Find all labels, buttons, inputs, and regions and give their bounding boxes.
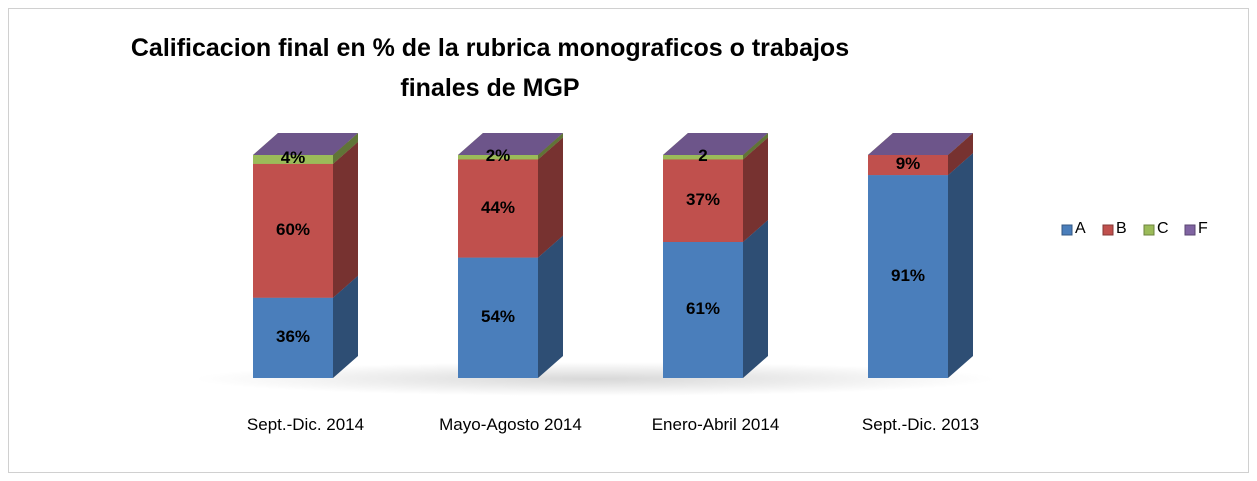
legend-swatch bbox=[1061, 224, 1073, 236]
bar-side bbox=[538, 235, 563, 378]
legend-swatch bbox=[1102, 224, 1114, 236]
bar bbox=[868, 155, 948, 176]
bar bbox=[253, 163, 333, 298]
bar-side bbox=[743, 133, 768, 160]
bar bbox=[663, 159, 743, 242]
legend-label: C bbox=[1157, 220, 1169, 237]
x-tick-label: Mayo-Agosto 2014 bbox=[439, 415, 582, 434]
data-label: 91% bbox=[890, 265, 926, 285]
legend-label: F bbox=[1198, 220, 1208, 237]
data-label: 9% bbox=[895, 154, 921, 174]
bar-side bbox=[333, 275, 358, 378]
bar-top bbox=[868, 133, 973, 155]
bar-side bbox=[743, 137, 768, 242]
bar-side bbox=[538, 137, 563, 258]
bar-side bbox=[743, 219, 768, 378]
legend-label: B bbox=[1116, 220, 1127, 237]
legend-swatch bbox=[1143, 224, 1155, 236]
bar bbox=[458, 257, 538, 378]
data-label: 61% bbox=[685, 298, 721, 318]
data-label: 2 bbox=[698, 146, 708, 166]
data-label: 2% bbox=[485, 146, 511, 166]
data-label: 4% bbox=[280, 148, 306, 168]
bar-side bbox=[333, 141, 358, 298]
bar-top bbox=[458, 133, 563, 155]
bar bbox=[663, 155, 743, 160]
bar bbox=[458, 159, 538, 258]
data-label: 44% bbox=[480, 197, 516, 217]
bar bbox=[663, 241, 743, 378]
bar-top bbox=[663, 133, 768, 155]
data-label: 60% bbox=[275, 219, 311, 239]
data-label: 54% bbox=[480, 306, 516, 326]
bar bbox=[868, 175, 948, 378]
data-label: 37% bbox=[685, 189, 721, 209]
x-tick-label: Sept.-Dic. 2014 bbox=[246, 415, 365, 434]
bar bbox=[253, 155, 333, 164]
x-tick-label: Enero-Abril 2014 bbox=[651, 415, 780, 434]
bar bbox=[253, 297, 333, 378]
bar-side bbox=[948, 153, 973, 378]
legend-swatch bbox=[1184, 224, 1196, 236]
data-label: 36% bbox=[275, 326, 311, 346]
bar-top bbox=[253, 133, 358, 155]
x-tick-label: Sept.-Dic. 2013 bbox=[861, 415, 980, 434]
legend-label: A bbox=[1075, 220, 1086, 237]
chart-title: Calificacion final en % de la rubrica mo… bbox=[130, 34, 850, 102]
bar bbox=[458, 155, 538, 160]
bar-side bbox=[948, 133, 973, 176]
bar-side bbox=[538, 133, 563, 160]
bar-side bbox=[333, 133, 358, 164]
